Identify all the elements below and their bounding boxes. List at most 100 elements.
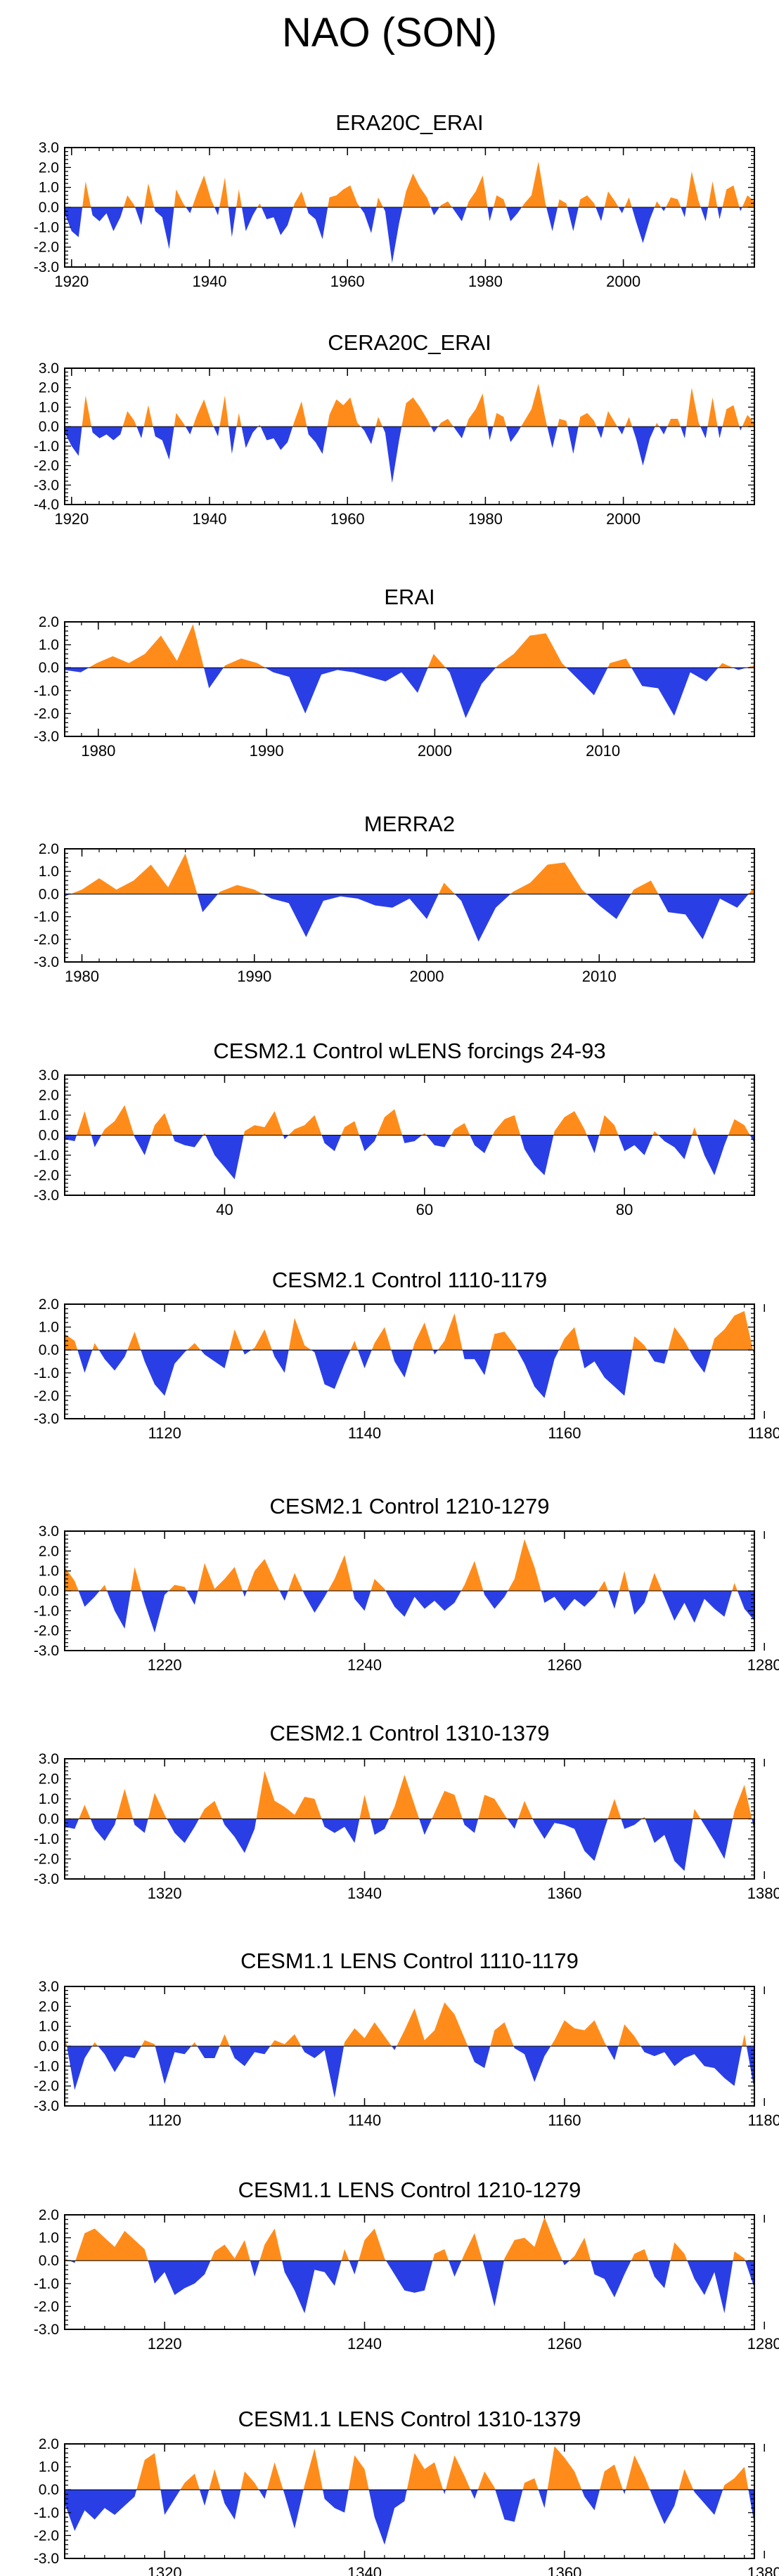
x-tick-label: 1940 <box>193 510 227 528</box>
y-tick-label: -3.0 <box>34 729 59 745</box>
y-tick-label: -2.0 <box>34 2079 59 2095</box>
y-tick-label: -1.0 <box>34 2058 59 2074</box>
y-tick-label: 0.0 <box>39 2038 59 2055</box>
x-tick-label: 1980 <box>468 510 503 528</box>
x-tick-label: 1160 <box>548 1424 581 1442</box>
y-tick-label: -1.0 <box>34 1831 59 1847</box>
x-tick-label: 1990 <box>250 742 284 760</box>
x-tick-label: 60 <box>416 1201 433 1218</box>
y-tick-label: 0.0 <box>39 1128 59 1144</box>
y-tick-label: -3.0 <box>34 2322 59 2338</box>
nao-panel-10: CESM1.1 LENS Control 1210-1279 2.0 1.0 0.0 -… <box>34 2178 779 2353</box>
y-tick-label: -2.0 <box>34 1168 59 1184</box>
y-tick-label: -3.0 <box>34 954 59 970</box>
y-tick-label: 0.0 <box>39 660 59 676</box>
y-tick-label: 0.0 <box>39 200 59 216</box>
y-tick-label: -3.0 <box>34 1188 59 1204</box>
negative-anomaly-area <box>67 2046 755 2098</box>
negative-anomaly-area <box>65 894 749 942</box>
negative-anomaly-area <box>70 2260 755 2314</box>
y-tick-label: 2.0 <box>39 1543 59 1559</box>
nao-panel-6: CESM2.1 Control 1110-1179 2.0 1.0 0.0 -1.0 -2… <box>34 1268 779 1442</box>
x-tick-label: 2010 <box>582 968 617 985</box>
y-tick-label: 2.0 <box>39 2436 59 2452</box>
x-tick-label: 1360 <box>547 2564 581 2576</box>
y-tick-label: 3.0 <box>39 1979 59 1995</box>
x-tick-label: 1960 <box>330 510 365 528</box>
y-tick-label: -2.0 <box>34 458 59 474</box>
positive-anomaly-area <box>89 624 755 668</box>
x-tick-label: 1240 <box>347 1656 382 1674</box>
x-tick-label: 1140 <box>348 1424 381 1442</box>
nao-panel-7: CESM2.1 Control 1210-1279 3.0 2.0 1.0 0.0 -1.… <box>34 1494 779 1674</box>
y-tick-label: -2.0 <box>34 240 59 256</box>
panel-title: CESM2.1 Control wLENS forcings 24-93 <box>213 1039 605 1063</box>
x-tick-label: 1980 <box>65 968 99 985</box>
y-tick-label: 1.0 <box>39 864 59 880</box>
y-tick-label: 3.0 <box>39 360 59 377</box>
figure-title: NAO (SON) <box>282 10 497 56</box>
y-tick-label: 3.0 <box>39 1523 59 1540</box>
y-tick-label: 0.0 <box>39 1811 59 1828</box>
x-tick-label: 1980 <box>81 742 115 760</box>
x-tick-label: 1240 <box>347 2335 382 2353</box>
positive-anomaly-area <box>65 2217 745 2261</box>
panel-title: CESM1.1 LENS Control 1110-1179 <box>240 1949 579 1973</box>
x-tick-label: 1960 <box>330 273 365 290</box>
plot-frame <box>64 848 755 963</box>
x-tick-label: 1920 <box>54 273 89 290</box>
x-tick-label: 2000 <box>410 968 444 985</box>
x-tick-label: 1220 <box>148 2335 182 2353</box>
negative-anomaly-area <box>65 427 742 483</box>
y-tick-label: -2.0 <box>34 705 59 722</box>
negative-anomaly-area <box>65 1819 754 1871</box>
x-tick-label: 1940 <box>193 273 227 290</box>
plot-frame <box>64 1303 755 1419</box>
y-tick-label: 0.0 <box>39 2253 59 2269</box>
panel-title: CESM1.1 LENS Control 1310-1379 <box>238 2407 581 2431</box>
positive-anomaly-area <box>77 1105 750 1136</box>
y-tick-label: -2.0 <box>34 932 59 948</box>
x-tick-label: 2000 <box>418 742 452 760</box>
y-tick-label: 2.0 <box>39 614 59 630</box>
y-tick-label: 1.0 <box>39 1320 59 1336</box>
plot-frame <box>64 2443 755 2559</box>
x-tick-label: 1990 <box>237 968 271 985</box>
x-tick-label: 1280 <box>747 2335 779 2353</box>
x-tick-label: 1340 <box>347 1885 382 1902</box>
positive-anomaly-area <box>65 2002 747 2046</box>
y-tick-label: -3.0 <box>34 2551 59 2567</box>
panel-title: ERA20C_ERAI <box>335 110 483 135</box>
plot-frame <box>64 367 755 505</box>
x-tick-label: 1380 <box>747 2564 779 2576</box>
y-tick-label: -3.0 <box>34 1871 59 1887</box>
y-tick-label: 2.0 <box>39 2207 59 2223</box>
x-tick-label: 1260 <box>547 2335 581 2353</box>
x-tick-label: 1320 <box>148 2564 182 2576</box>
x-tick-label: 1180 <box>748 1424 779 1442</box>
y-tick-label: 2.0 <box>39 1998 59 2015</box>
plot-frame <box>64 2214 755 2330</box>
negative-anomaly-area <box>77 1350 754 1398</box>
y-tick-label: -1.0 <box>34 1147 59 1164</box>
nao-panel-8: CESM2.1 Control 1310-1379 3.0 2.0 1.0 0.0 -1.… <box>34 1721 779 1902</box>
positive-anomaly-area <box>65 1310 753 1351</box>
y-tick-label: 1.0 <box>39 637 59 653</box>
x-tick-label: 1340 <box>347 2564 382 2576</box>
plot-frame <box>64 621 755 737</box>
x-tick-label: 1320 <box>148 1885 182 1902</box>
x-tick-label: 2000 <box>606 510 640 528</box>
y-tick-label: 0.0 <box>39 886 59 902</box>
x-tick-label: 1260 <box>547 1656 581 1674</box>
y-tick-label: -1.0 <box>34 2505 59 2521</box>
panel-title: CESM2.1 Control 1110-1179 <box>272 1268 547 1292</box>
y-tick-label: -1.0 <box>34 1603 59 1619</box>
x-tick-label: 1280 <box>747 1656 779 1674</box>
negative-anomaly-area <box>65 668 747 718</box>
panel-title: CESM2.1 Control 1310-1379 <box>269 1721 549 1745</box>
nao-panel-2: CERA20C_ERAI 3.0 2.0 1.0 0.0 -1.0 -2.0 -3.0 -4.0… <box>34 330 755 528</box>
y-tick-label: -3.0 <box>34 2098 59 2114</box>
y-tick-label: 1.0 <box>39 180 59 196</box>
